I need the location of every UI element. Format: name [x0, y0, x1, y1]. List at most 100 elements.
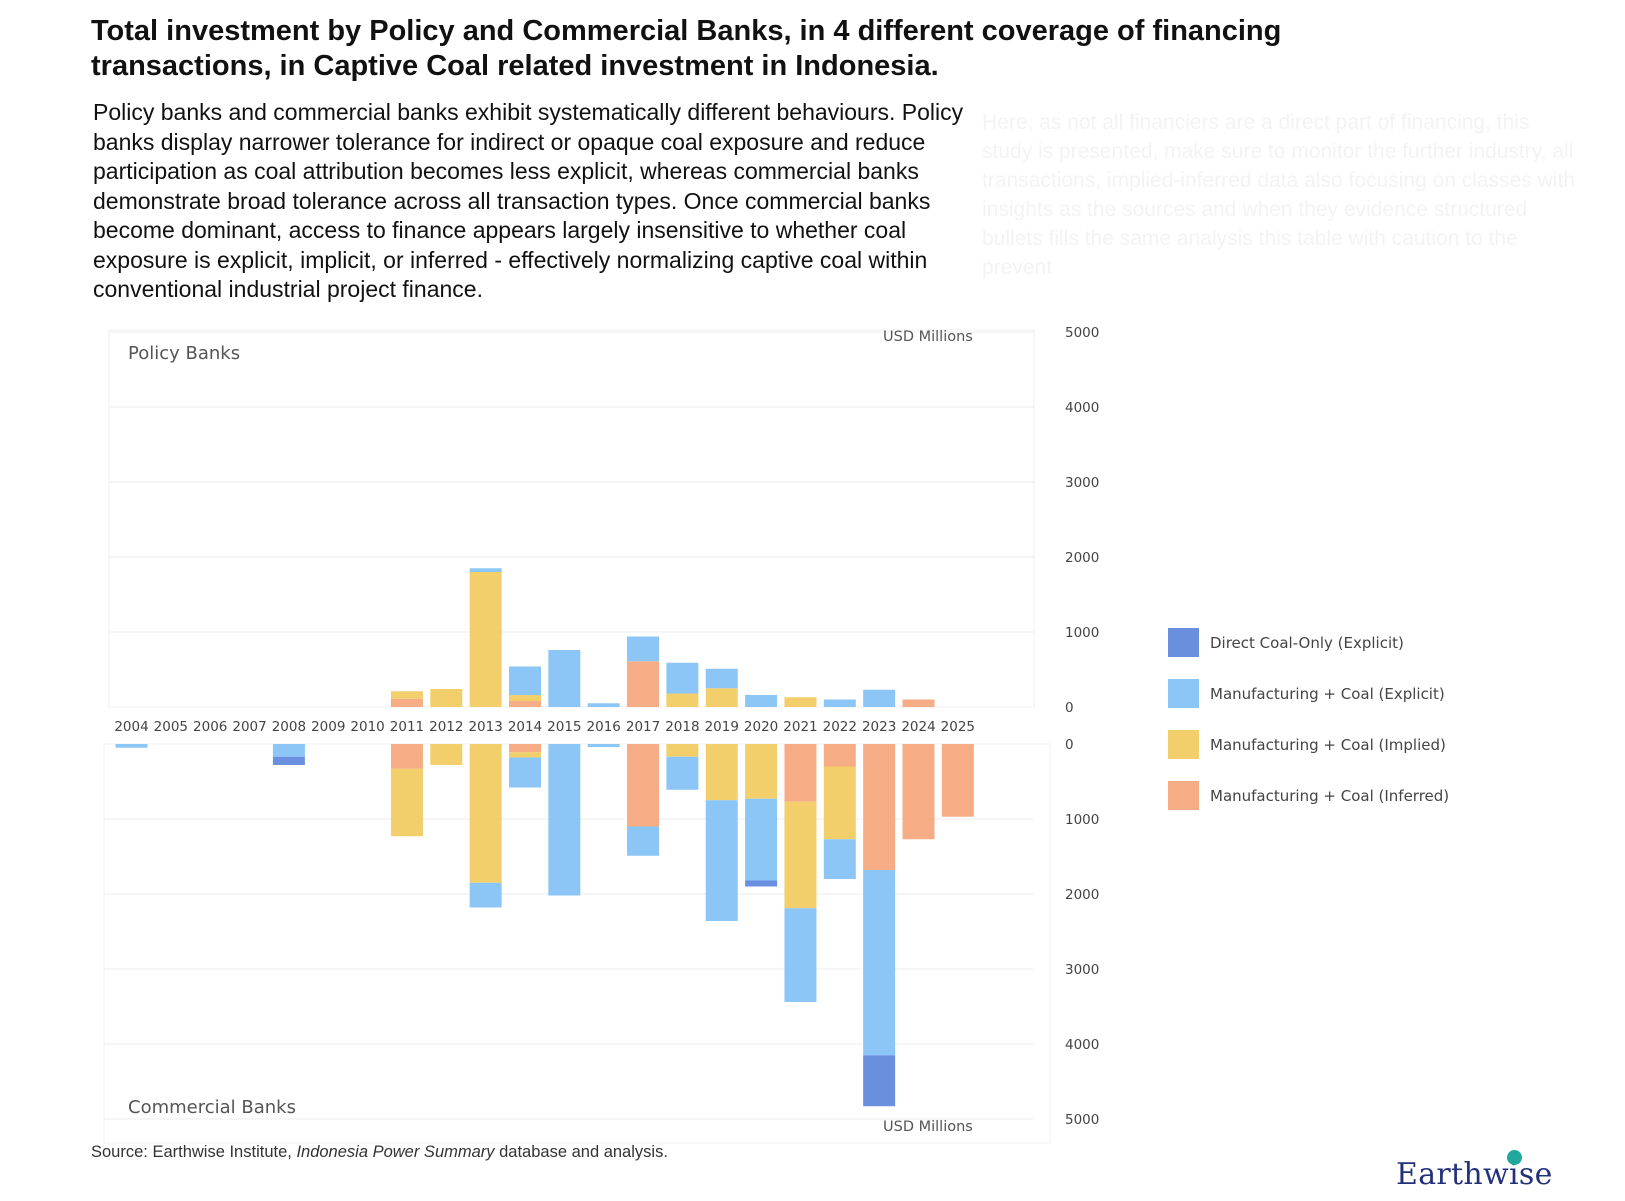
policy-gridlines — [109, 331, 1034, 633]
legend: Direct Coal-Only (Explicit) Manufacturing… — [1168, 628, 1449, 810]
bar-explicit-2015 — [548, 650, 581, 707]
bar-explicit-2018 — [666, 662, 699, 694]
year-label: 2011 — [390, 719, 424, 735]
year-label: 2008 — [272, 719, 306, 735]
commercial-bars — [115, 744, 974, 1107]
bar-implied-2021 — [784, 801, 817, 909]
bar-explicit-2020 — [745, 695, 778, 707]
bar-explicit-2015 — [548, 744, 581, 896]
bar-explicit-2023 — [863, 689, 896, 707]
bar-implied-2018 — [666, 693, 699, 707]
bar-implied-2011 — [390, 691, 423, 699]
bar-explicit-2017 — [627, 826, 660, 856]
year-label: 2019 — [705, 719, 739, 735]
faded-background-text: Here, as not all financiers are a direct… — [982, 111, 1575, 279]
y-tick-label: 2000 — [1065, 550, 1099, 566]
year-label: 2009 — [311, 719, 345, 735]
bar-explicit-2013 — [469, 882, 502, 908]
legend-label-implied: Manufacturing + Coal (Implied) — [1210, 736, 1446, 754]
year-label: 2020 — [744, 719, 778, 735]
bar-inferred-2024 — [902, 744, 935, 840]
bar-implied-2012 — [430, 744, 463, 765]
year-label: 2021 — [783, 719, 817, 735]
year-label: 2018 — [665, 719, 699, 735]
source-prefix: Source: Earthwise Institute, — [91, 1143, 297, 1161]
legend-swatch-explicit — [1168, 679, 1199, 708]
bar-implied-2021 — [784, 697, 817, 707]
year-label: 2025 — [941, 719, 975, 735]
y-tick-label: 0 — [1065, 700, 1074, 716]
logo-dot-icon — [1507, 1150, 1522, 1165]
bar-inferred-2017 — [627, 661, 660, 707]
bar-inferred-2023 — [863, 744, 896, 870]
legend-label-explicit: Manufacturing + Coal (Explicit) — [1210, 685, 1445, 703]
bar-explicit-2004 — [115, 744, 148, 748]
bar-explicit-2008 — [272, 744, 305, 757]
bar-implied-2014 — [509, 752, 541, 758]
bar-direct-2020 — [745, 880, 778, 887]
bar-explicit-2022 — [823, 839, 856, 879]
bar-explicit-2014 — [509, 757, 541, 788]
year-label: 2005 — [154, 719, 188, 735]
commercial-unit-label: USD Millions — [883, 1119, 973, 1135]
bar-direct-2008 — [272, 756, 305, 765]
bar-inferred-2014 — [509, 701, 541, 707]
y-tick-label: 5000 — [1065, 325, 1099, 341]
y-tick-label: 3000 — [1065, 475, 1099, 491]
bar-explicit-2013 — [469, 568, 502, 572]
policy-unit-label: USD Millions — [883, 329, 973, 345]
source-suffix: database and analysis. — [494, 1143, 668, 1161]
bar-implied-2019 — [705, 744, 738, 801]
bar-inferred-2011 — [390, 744, 423, 769]
year-label: 2012 — [429, 719, 463, 735]
logo-wordmark: Earthwise — [1396, 1157, 1553, 1192]
chart-title: Total investment by Policy and Commercia… — [91, 15, 1282, 82]
bar-inferred-2017 — [627, 744, 660, 827]
bar-explicit-2018 — [666, 756, 699, 790]
policy-panel-label: Policy Banks — [128, 343, 240, 364]
chart-description: Policy banks and commercial banks exhibi… — [93, 99, 964, 302]
bar-explicit-2016 — [587, 703, 620, 707]
bar-explicit-2021 — [784, 908, 817, 1002]
source-database-name: Indonesia Power Summary — [296, 1143, 495, 1161]
y-tick-label: 3000 — [1065, 962, 1099, 978]
bar-explicit-2014 — [509, 666, 541, 695]
year-label: 2023 — [862, 719, 896, 735]
source-note: Source: Earthwise Institute, Indonesia P… — [91, 1143, 668, 1162]
policy-bars — [390, 568, 935, 707]
commercial-axis-ticks: 0 1000 2000 3000 4000 5000 — [1065, 737, 1099, 1128]
year-label: 2007 — [232, 719, 266, 735]
policy-axis-ticks: 0 1000 2000 3000 4000 5000 — [1065, 325, 1099, 716]
legend-swatch-inferred — [1168, 781, 1199, 810]
bar-implied-2013 — [469, 572, 502, 707]
y-tick-label: 1000 — [1065, 812, 1099, 828]
legend-label-direct: Direct Coal-Only (Explicit) — [1210, 634, 1404, 652]
year-label: 2013 — [468, 719, 502, 735]
legend-swatch-direct — [1168, 628, 1199, 657]
year-axis-labels: 2004 2005 2006 2007 2008 2009 2010 2011 2012 2013… — [114, 719, 975, 735]
bar-direct-2023 — [863, 1055, 896, 1107]
y-tick-label: 4000 — [1065, 1037, 1099, 1053]
bar-inferred-2014 — [509, 744, 541, 753]
bar-inferred-2025 — [941, 744, 974, 817]
year-label: 2014 — [508, 719, 542, 735]
policy-banks-panel: 0 1000 2000 3000 4000 5000 Policy Banks USD M… — [108, 325, 1099, 716]
y-tick-label: 5000 — [1065, 1112, 1099, 1128]
y-tick-label: 4000 — [1065, 400, 1099, 416]
bar-explicit-2016 — [587, 744, 620, 747]
bar-inferred-2024 — [902, 699, 935, 707]
year-label: 2016 — [587, 719, 621, 735]
bar-inferred-2022 — [823, 744, 856, 767]
bar-implied-2020 — [745, 744, 778, 799]
year-label: 2022 — [823, 719, 857, 735]
year-label: 2015 — [547, 719, 581, 735]
bar-explicit-2019 — [705, 668, 738, 689]
bar-explicit-2020 — [745, 798, 778, 881]
year-label: 2006 — [193, 719, 227, 735]
year-label: 2024 — [901, 719, 935, 735]
bar-explicit-2019 — [705, 800, 738, 921]
commercial-banks-panel: 0 1000 2000 3000 4000 5000 Commercial Banks U… — [103, 737, 1099, 1144]
bar-implied-2011 — [390, 768, 423, 837]
legend-swatch-implied — [1168, 730, 1199, 759]
